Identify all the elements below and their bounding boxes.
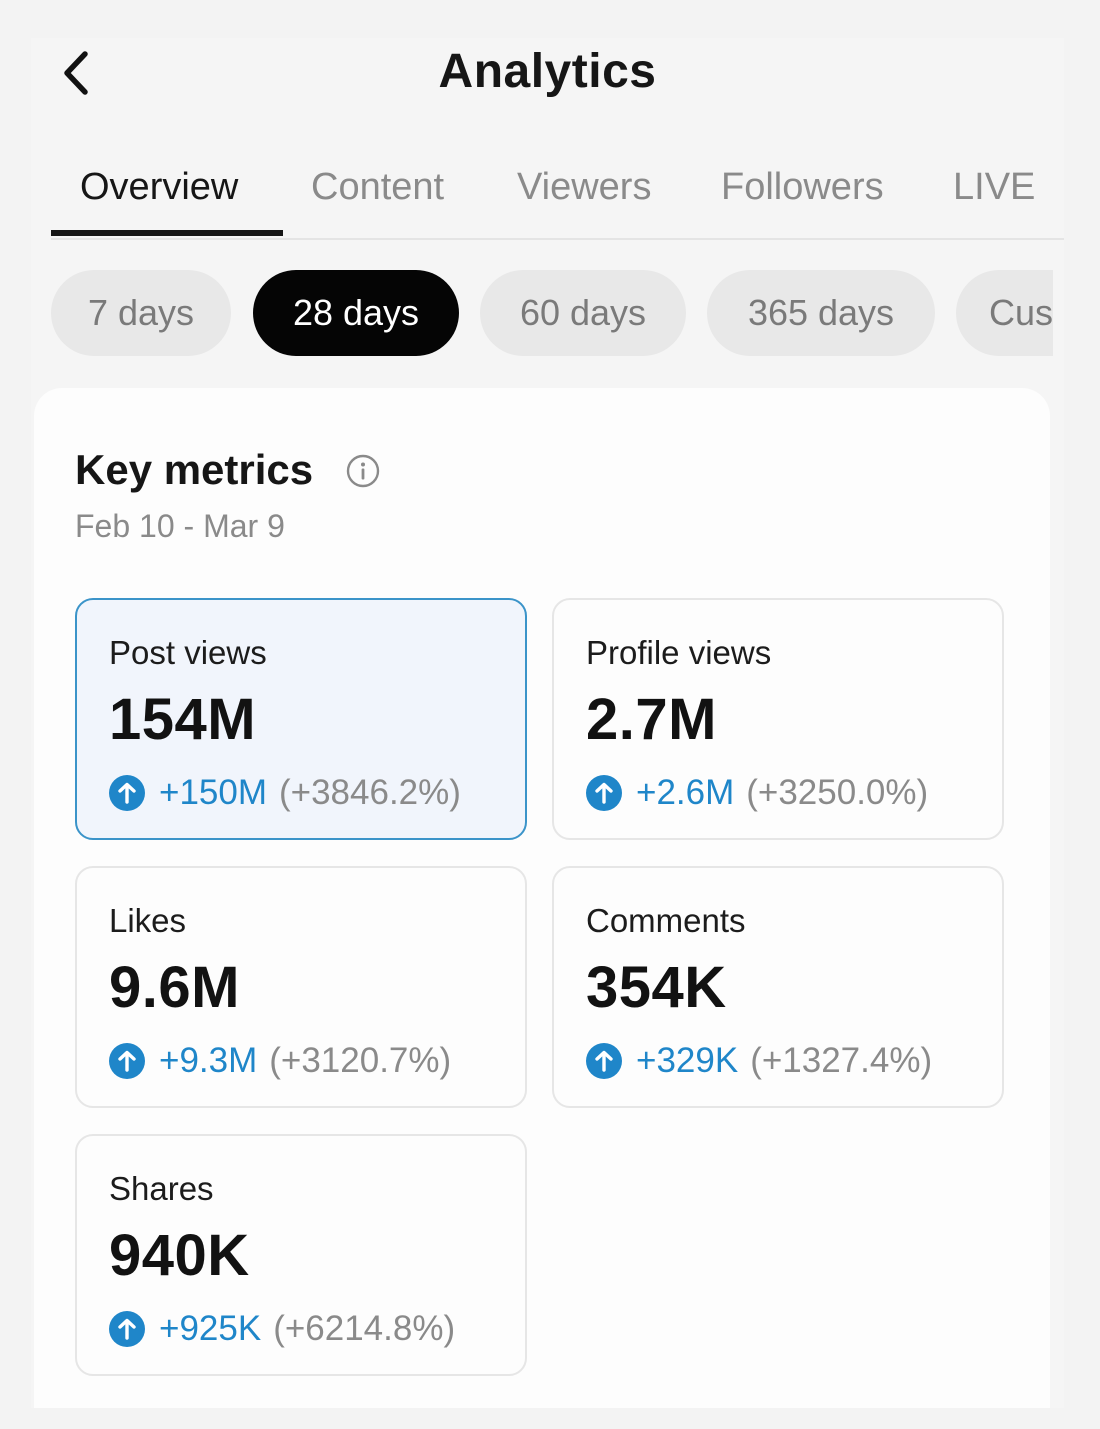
period-chip-7-days[interactable]: 7 days bbox=[51, 270, 231, 356]
arrow-up-circle-icon bbox=[586, 1043, 622, 1079]
arrow-up-circle-icon bbox=[109, 1311, 145, 1347]
tab-followers[interactable]: Followers bbox=[721, 166, 884, 208]
metric-label: Profile views bbox=[586, 634, 772, 671]
metric-delta: +150M bbox=[159, 773, 267, 812]
analytics-screen: Analytics Overview Content Viewers Follo… bbox=[31, 38, 1064, 1408]
metric-value: 354K bbox=[586, 955, 727, 1020]
metric-value: 9.6M bbox=[109, 955, 240, 1020]
section-title: Key metrics bbox=[75, 446, 314, 493]
period-selector: 7 days 28 days 60 days 365 days Cus bbox=[51, 270, 1053, 358]
back-button[interactable] bbox=[51, 48, 101, 98]
metric-card-likes[interactable]: Likes 9.6M +9.3M (+3120.7%) bbox=[75, 866, 527, 1108]
metric-label: Comments bbox=[586, 902, 746, 939]
metric-percent: (+3250.0%) bbox=[746, 773, 929, 812]
metric-value: 2.7M bbox=[586, 687, 717, 752]
metric-label: Post views bbox=[109, 634, 267, 671]
period-chip-28-days[interactable]: 28 days bbox=[253, 270, 459, 356]
metric-percent: (+6214.8%) bbox=[273, 1309, 456, 1348]
metric-percent: (+3846.2%) bbox=[279, 773, 461, 812]
key-metrics-card: Key metrics Feb 10 - Mar 9 Post views 15… bbox=[34, 388, 1050, 1408]
arrow-up-circle-icon bbox=[109, 1043, 145, 1079]
metric-card-shares[interactable]: Shares 940K +925K (+6214.8%) bbox=[75, 1134, 527, 1376]
metric-card-post-views[interactable]: Post views 154M +150M (+3846.2%) bbox=[75, 598, 527, 840]
tab-viewers[interactable]: Viewers bbox=[517, 166, 652, 208]
metric-delta: +9.3M bbox=[159, 1041, 258, 1080]
metric-change: +2.6M (+3250.0%) bbox=[586, 772, 928, 814]
info-icon[interactable] bbox=[346, 454, 380, 488]
tab-overview[interactable]: Overview bbox=[80, 166, 239, 208]
metric-label: Likes bbox=[109, 902, 187, 939]
metric-percent: (+1327.4%) bbox=[750, 1041, 933, 1080]
metric-card-profile-views[interactable]: Profile views 2.7M +2.6M (+3250.0%) bbox=[552, 598, 1004, 840]
period-chip-365-days[interactable]: 365 days bbox=[707, 270, 935, 356]
chevron-left-icon bbox=[64, 51, 88, 95]
metric-change: +150M (+3846.2%) bbox=[109, 772, 461, 814]
metric-change: +925K (+6214.8%) bbox=[109, 1308, 455, 1350]
active-tab-indicator bbox=[51, 230, 283, 236]
tab-bar: Overview Content Viewers Followers LIVE bbox=[51, 166, 1064, 240]
period-chip-custom[interactable]: Cus bbox=[956, 270, 1053, 356]
arrow-up-circle-icon bbox=[109, 775, 145, 811]
tab-content[interactable]: Content bbox=[311, 166, 445, 208]
metric-delta: +925K bbox=[159, 1309, 262, 1348]
metric-delta: +2.6M bbox=[636, 773, 735, 812]
metric-percent: (+3120.7%) bbox=[269, 1041, 452, 1080]
metric-label: Shares bbox=[109, 1170, 214, 1207]
metric-delta: +329K bbox=[636, 1041, 739, 1080]
arrow-up-circle-icon bbox=[586, 775, 622, 811]
metric-value: 940K bbox=[109, 1223, 250, 1288]
period-chip-60-days[interactable]: 60 days bbox=[480, 270, 686, 356]
metric-change: +9.3M (+3120.7%) bbox=[109, 1040, 451, 1082]
tab-live[interactable]: LIVE bbox=[953, 166, 1036, 208]
date-range: Feb 10 - Mar 9 bbox=[75, 508, 285, 544]
metric-card-comments[interactable]: Comments 354K +329K (+1327.4%) bbox=[552, 866, 1004, 1108]
page-title: Analytics bbox=[438, 45, 657, 98]
metric-value: 154M bbox=[109, 687, 257, 752]
metric-change: +329K (+1327.4%) bbox=[586, 1040, 932, 1082]
